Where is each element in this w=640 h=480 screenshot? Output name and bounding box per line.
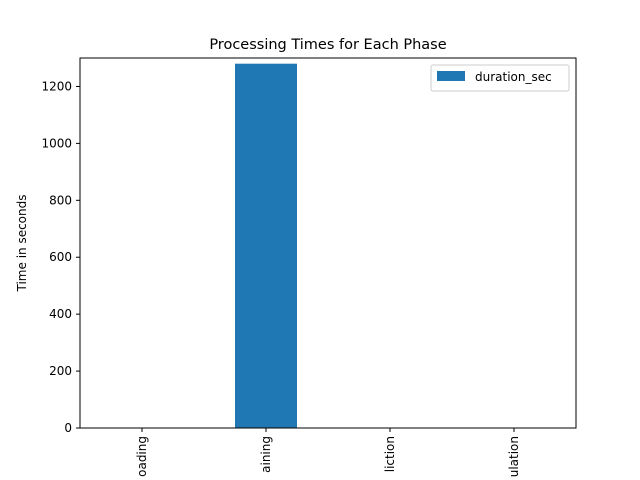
y-tick-label-2: 400 bbox=[49, 307, 72, 321]
legend: duration_sec bbox=[430, 64, 570, 92]
legend-label: duration_sec bbox=[475, 70, 552, 84]
y-axis-label: Time in seconds bbox=[15, 195, 29, 293]
chart-title: Processing Times for Each Phase bbox=[209, 37, 446, 53]
legend-frame bbox=[430, 64, 570, 92]
legend-swatch bbox=[437, 71, 465, 81]
y-tick-label-5: 1000 bbox=[41, 136, 72, 150]
axes-frame bbox=[79, 57, 577, 429]
y-tick-label-3: 600 bbox=[49, 250, 72, 264]
x-tick-label-0: oading bbox=[135, 436, 149, 477]
bar-1 bbox=[235, 63, 297, 428]
y-tick-label-4: 800 bbox=[49, 193, 72, 207]
y-tick-label-0: 0 bbox=[64, 421, 72, 435]
x-tick-label-3: ulation bbox=[507, 436, 521, 477]
x-tick-label-1: aining bbox=[259, 436, 273, 473]
y-tick-label-6: 1200 bbox=[41, 79, 72, 93]
plot-area: 0 200 400 600 800 1000 1200 oading aining liction… bbox=[41, 57, 577, 477]
x-tick-label-2: liction bbox=[383, 436, 397, 472]
y-tick-label-1: 200 bbox=[49, 364, 72, 378]
